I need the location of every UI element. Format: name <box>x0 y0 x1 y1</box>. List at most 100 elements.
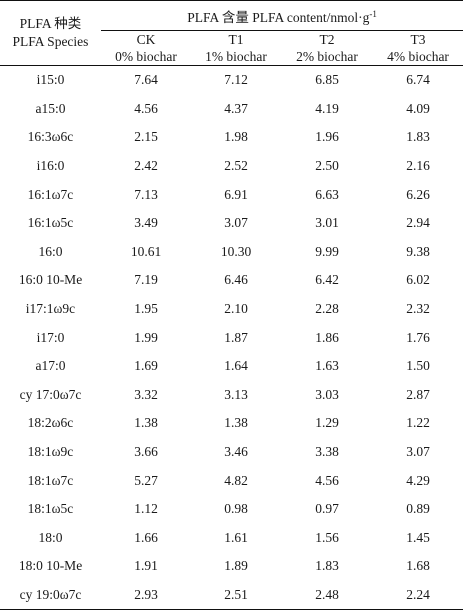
species-cell: a17:0 <box>35 358 66 374</box>
value-cell: 2.50 <box>315 158 339 174</box>
value-cell: 1.56 <box>315 529 339 545</box>
value-cell: 3.07 <box>224 215 248 231</box>
value-cell: 1.29 <box>315 415 339 431</box>
value-cell: 1.83 <box>406 129 430 145</box>
value-cell: 2.87 <box>406 386 430 402</box>
value-cell: 9.99 <box>315 243 339 259</box>
value-cell: 2.15 <box>134 129 158 145</box>
species-cell: i17:0 <box>36 329 65 345</box>
value-cell: 2.24 <box>373 580 463 610</box>
table-row: 16:3ω6c 2.15 1.98 1.96 1.83 <box>0 123 463 152</box>
table-row: 18:1ω9c 3.66 3.46 3.38 3.07 <box>0 438 463 467</box>
value-cell: 6.74 <box>406 72 430 88</box>
species-cell: 16:1ω5c <box>27 215 74 231</box>
value-cell: 1.83 <box>315 558 339 574</box>
column-code: T1 <box>228 32 244 47</box>
table-row: 18:1ω5c 1.12 0.98 0.97 0.89 <box>0 495 463 524</box>
value-cell: 2.28 <box>315 301 339 317</box>
species-cell: 18:1ω5c <box>27 501 74 517</box>
column-header-t2: T2 2% biochar <box>281 30 373 66</box>
species-header-en: PLFA Species <box>12 34 89 49</box>
value-cell: 3.13 <box>224 386 248 402</box>
table-row: i17:1ω9c 1.95 2.10 2.28 2.32 <box>0 295 463 324</box>
species-header-cn: PLFA 种类 <box>19 16 82 31</box>
value-cell: 1.66 <box>134 529 158 545</box>
species-cell: i17:1ω9c <box>25 301 76 317</box>
content-group-header: PLFA 含量 PLFA content/nmol·g-1 <box>101 0 463 31</box>
species-cell: 16:1ω7c <box>27 186 74 202</box>
value-cell: 6.46 <box>224 272 248 288</box>
table-row: 18:1ω7c 5.27 4.82 4.56 4.29 <box>0 466 463 495</box>
value-cell: 1.76 <box>406 329 430 345</box>
value-cell: 3.38 <box>315 444 339 460</box>
value-cell: 2.10 <box>224 301 248 317</box>
species-cell: 16:3ω6c <box>27 129 74 145</box>
value-cell: 7.12 <box>224 72 248 88</box>
column-header-t1: T1 1% biochar <box>191 30 281 66</box>
species-cell: i15:0 <box>36 72 65 88</box>
value-cell: 1.91 <box>134 558 158 574</box>
species-column-header: PLFA 种类 PLFA Species <box>0 0 101 66</box>
table-row: a17:0 1.69 1.64 1.63 1.50 <box>0 352 463 381</box>
column-header-ck: CK 0% biochar <box>101 30 191 66</box>
table-row: cy 17:0ω7c 3.32 3.13 3.03 2.87 <box>0 381 463 410</box>
value-cell: 2.48 <box>281 580 373 610</box>
value-cell: 6.85 <box>315 72 339 88</box>
content-unit-exponent: -1 <box>369 8 377 19</box>
value-cell: 3.46 <box>224 444 248 460</box>
column-treatment: 4% biochar <box>387 49 449 64</box>
value-cell: 1.38 <box>224 415 248 431</box>
value-cell: 1.61 <box>224 529 248 545</box>
value-cell: 4.29 <box>406 472 430 488</box>
species-cell: cy 19:0ω7c <box>0 580 101 610</box>
species-cell: a15:0 <box>35 100 66 116</box>
species-cell: 18:0 10-Me <box>18 558 83 574</box>
column-code: T2 <box>319 32 335 47</box>
species-cell: 18:2ω6c <box>27 415 74 431</box>
value-cell: 3.07 <box>406 444 430 460</box>
table-row: 18:0 1.66 1.61 1.56 1.45 <box>0 524 463 553</box>
table-row: i16:0 2.42 2.52 2.50 2.16 <box>0 152 463 181</box>
table-row: 16:1ω7c 7.13 6.91 6.63 6.26 <box>0 180 463 209</box>
value-cell: 3.66 <box>134 444 158 460</box>
value-cell: 6.91 <box>224 186 248 202</box>
value-cell: 6.02 <box>406 272 430 288</box>
value-cell: 3.49 <box>134 215 158 231</box>
value-cell: 1.45 <box>406 529 430 545</box>
content-group-label: PLFA 含量 PLFA content/nmol·g <box>187 9 370 25</box>
value-cell: 2.42 <box>134 158 158 174</box>
value-cell: 1.68 <box>406 558 430 574</box>
value-cell: 5.27 <box>134 472 158 488</box>
value-cell: 0.97 <box>315 501 339 517</box>
species-cell: 16:0 10-Me <box>18 272 83 288</box>
value-cell: 6.63 <box>315 186 339 202</box>
value-cell: 3.03 <box>315 386 339 402</box>
value-cell: 3.01 <box>315 215 339 231</box>
table-row: 18:2ω6c 1.38 1.38 1.29 1.22 <box>0 409 463 438</box>
table-row: 16:1ω5c 3.49 3.07 3.01 2.94 <box>0 209 463 238</box>
value-cell: 2.52 <box>224 158 248 174</box>
value-cell: 1.98 <box>224 129 248 145</box>
column-treatment: 1% biochar <box>205 49 267 64</box>
value-cell: 7.64 <box>134 72 158 88</box>
column-treatment: 2% biochar <box>296 49 358 64</box>
value-cell: 3.32 <box>134 386 158 402</box>
value-cell: 1.50 <box>406 358 430 374</box>
value-cell: 0.98 <box>224 501 248 517</box>
value-cell: 4.19 <box>315 100 339 116</box>
value-cell: 2.94 <box>406 215 430 231</box>
value-cell: 0.89 <box>406 501 430 517</box>
value-cell: 4.09 <box>406 100 430 116</box>
species-cell: 16:0 <box>38 243 63 259</box>
value-cell: 4.37 <box>224 100 248 116</box>
column-header-t3: T3 4% biochar <box>373 30 463 66</box>
table-row: i17:0 1.99 1.87 1.86 1.76 <box>0 323 463 352</box>
value-cell: 1.12 <box>134 501 158 517</box>
table-body: i15:0 7.64 7.12 6.85 6.74 a15:0 4.56 4.37 4.19 4.… <box>0 66 463 610</box>
value-cell: 1.69 <box>134 358 158 374</box>
species-cell: i16:0 <box>36 158 65 174</box>
table-row: 16:0 10.61 10.30 9.99 9.38 <box>0 238 463 267</box>
value-cell: 1.38 <box>134 415 158 431</box>
